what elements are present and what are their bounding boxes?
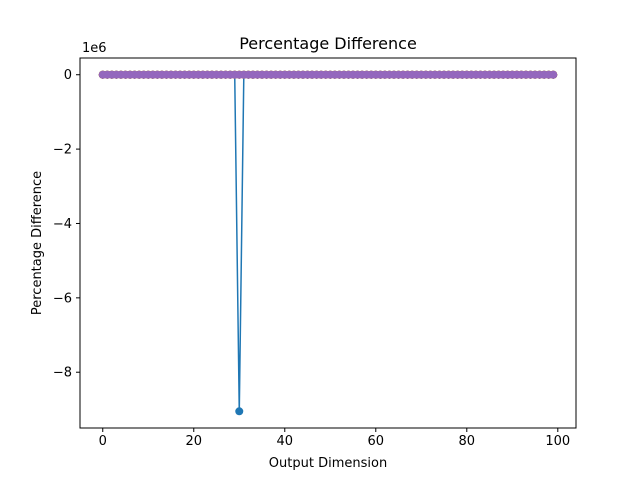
plot-area (80, 58, 576, 428)
y-tick-label: −4 (53, 217, 72, 232)
chart-title: Percentage Difference (239, 34, 417, 53)
x-tick-label: 20 (185, 434, 202, 449)
y-tick-label: −8 (53, 366, 72, 381)
series-layer (98, 70, 558, 416)
plot-frame (79, 57, 577, 429)
x-tick-label: 100 (545, 434, 570, 449)
y-tick-label: 0 (64, 68, 72, 83)
y-axis-label: Percentage Difference (30, 171, 45, 315)
y-axis: 0 −2 −4 −6 −8 (53, 68, 80, 381)
data-point (235, 407, 244, 416)
y-tick-label: −6 (53, 291, 72, 306)
x-tick-label: 40 (276, 434, 293, 449)
data-point (549, 70, 558, 79)
y-scale-label: 1e6 (82, 41, 107, 56)
x-axis-label: Output Dimension (269, 456, 387, 471)
x-axis: 0 20 40 60 80 100 (99, 428, 570, 449)
y-tick-label: −2 (53, 143, 72, 158)
x-tick-label: 80 (459, 434, 476, 449)
x-tick-label: 0 (99, 434, 107, 449)
x-tick-label: 60 (368, 434, 385, 449)
series-5 (98, 70, 558, 79)
